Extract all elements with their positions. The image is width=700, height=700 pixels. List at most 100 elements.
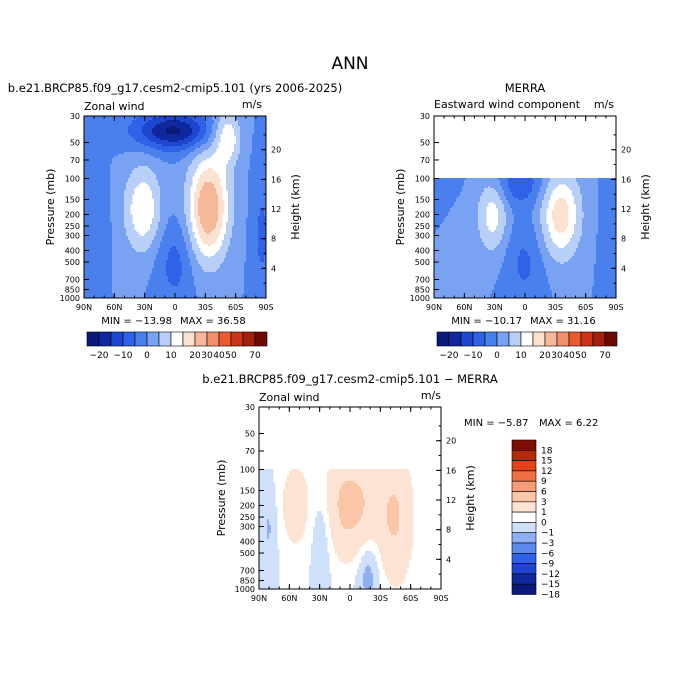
contour-cell: [230, 230, 233, 233]
contour-cell: [236, 126, 239, 129]
contour-cell: [206, 152, 209, 155]
contour-cell: [244, 192, 247, 195]
contour-cell: [252, 144, 255, 147]
contour-cell: [232, 210, 235, 213]
contour-cell: [84, 210, 87, 213]
contour-cell: [162, 216, 165, 219]
contour-cell: [160, 226, 163, 229]
contour-cell: [258, 174, 261, 177]
contour-cell: [202, 180, 205, 183]
contour-cell: [164, 218, 167, 221]
contour-cell: [228, 230, 231, 233]
contour-cell: [242, 208, 245, 211]
contour-cell: [238, 166, 241, 169]
contour-cell: [242, 156, 245, 159]
contour-cell: [124, 182, 127, 185]
contour-cell: [128, 198, 131, 201]
contour-cell: [262, 226, 265, 229]
contour-cell: [112, 148, 115, 151]
contour-cell: [202, 144, 205, 147]
contour-cell: [198, 204, 201, 207]
contour-cell: [88, 124, 91, 127]
contour-cell: [206, 198, 209, 201]
contour-cell: [170, 138, 173, 141]
contour-cell: [138, 170, 141, 173]
contour-cell: [206, 196, 209, 199]
contour-cell: [184, 190, 187, 193]
contour-cell: [230, 206, 233, 209]
contour-cell: [90, 198, 93, 201]
contour-cell: [140, 238, 143, 241]
contour-cell: [252, 212, 255, 215]
contour-cell: [200, 222, 203, 225]
contour-cell: [260, 140, 263, 143]
contour-cell: [142, 132, 145, 135]
contour-cell: [262, 170, 265, 173]
contour-cell: [98, 166, 101, 169]
contour-cell: [120, 162, 123, 165]
contour-cell: [262, 182, 265, 185]
contour-cell: [140, 142, 143, 145]
contour-cell: [170, 206, 173, 209]
contour-cell: [112, 186, 115, 189]
contour-cell: [96, 128, 99, 131]
contour-cell: [110, 152, 113, 155]
contour-cell: [156, 228, 159, 231]
contour-cell: [132, 238, 135, 241]
contour-cell: [256, 212, 259, 215]
contour-cell: [160, 150, 163, 153]
contour-cell: [256, 180, 259, 183]
contour-cell: [114, 126, 117, 129]
contour-cell: [124, 124, 127, 127]
contour-cell: [194, 150, 197, 153]
contour-cell: [212, 144, 215, 147]
contour-cell: [96, 140, 99, 143]
contour-cell: [102, 212, 105, 215]
contour-cell: [226, 228, 229, 231]
contour-cell: [102, 198, 105, 201]
contour-cell: [170, 154, 173, 157]
contour-cell: [198, 182, 201, 185]
contour-cell: [190, 232, 193, 235]
contour-cell: [176, 160, 179, 163]
contour-cell: [244, 170, 247, 173]
contour-cell: [240, 164, 243, 167]
contour-cell: [186, 170, 189, 173]
contour-cell: [200, 152, 203, 155]
contour-cell: [104, 224, 107, 227]
contour-cell: [264, 202, 267, 205]
contour-cell: [126, 212, 129, 215]
contour-cell: [84, 128, 87, 131]
contour-cell: [120, 206, 123, 209]
contour-cell: [192, 174, 195, 177]
contour-cell: [108, 142, 111, 145]
contour-cell: [236, 184, 239, 187]
contour-cell: [110, 238, 113, 241]
contour-cell: [184, 234, 187, 237]
contour-cell: [90, 176, 93, 179]
contour-cell: [158, 194, 161, 197]
contour-cell: [256, 150, 259, 153]
contour-cell: [216, 236, 219, 239]
contour-cell: [178, 136, 181, 139]
contour-cell: [260, 230, 263, 233]
contour-cell: [142, 138, 145, 141]
contour-cell: [208, 116, 211, 119]
contour-cell: [136, 236, 139, 239]
contour-cell: [246, 134, 249, 137]
contour-cell: [238, 194, 241, 197]
contour-cell: [134, 136, 137, 139]
contour-cell: [172, 148, 175, 151]
contour-cell: [170, 122, 173, 125]
contour-cell: [218, 210, 221, 213]
contour-cell: [178, 190, 181, 193]
contour-cell: [150, 144, 153, 147]
contour-cell: [206, 208, 209, 211]
contour-cell: [234, 128, 237, 131]
contour-cell: [252, 132, 255, 135]
contour-cell: [228, 208, 231, 211]
contour-cell: [94, 200, 97, 203]
contour-cell: [188, 118, 191, 121]
contour-cell: [236, 160, 239, 163]
contour-cell: [254, 178, 257, 181]
